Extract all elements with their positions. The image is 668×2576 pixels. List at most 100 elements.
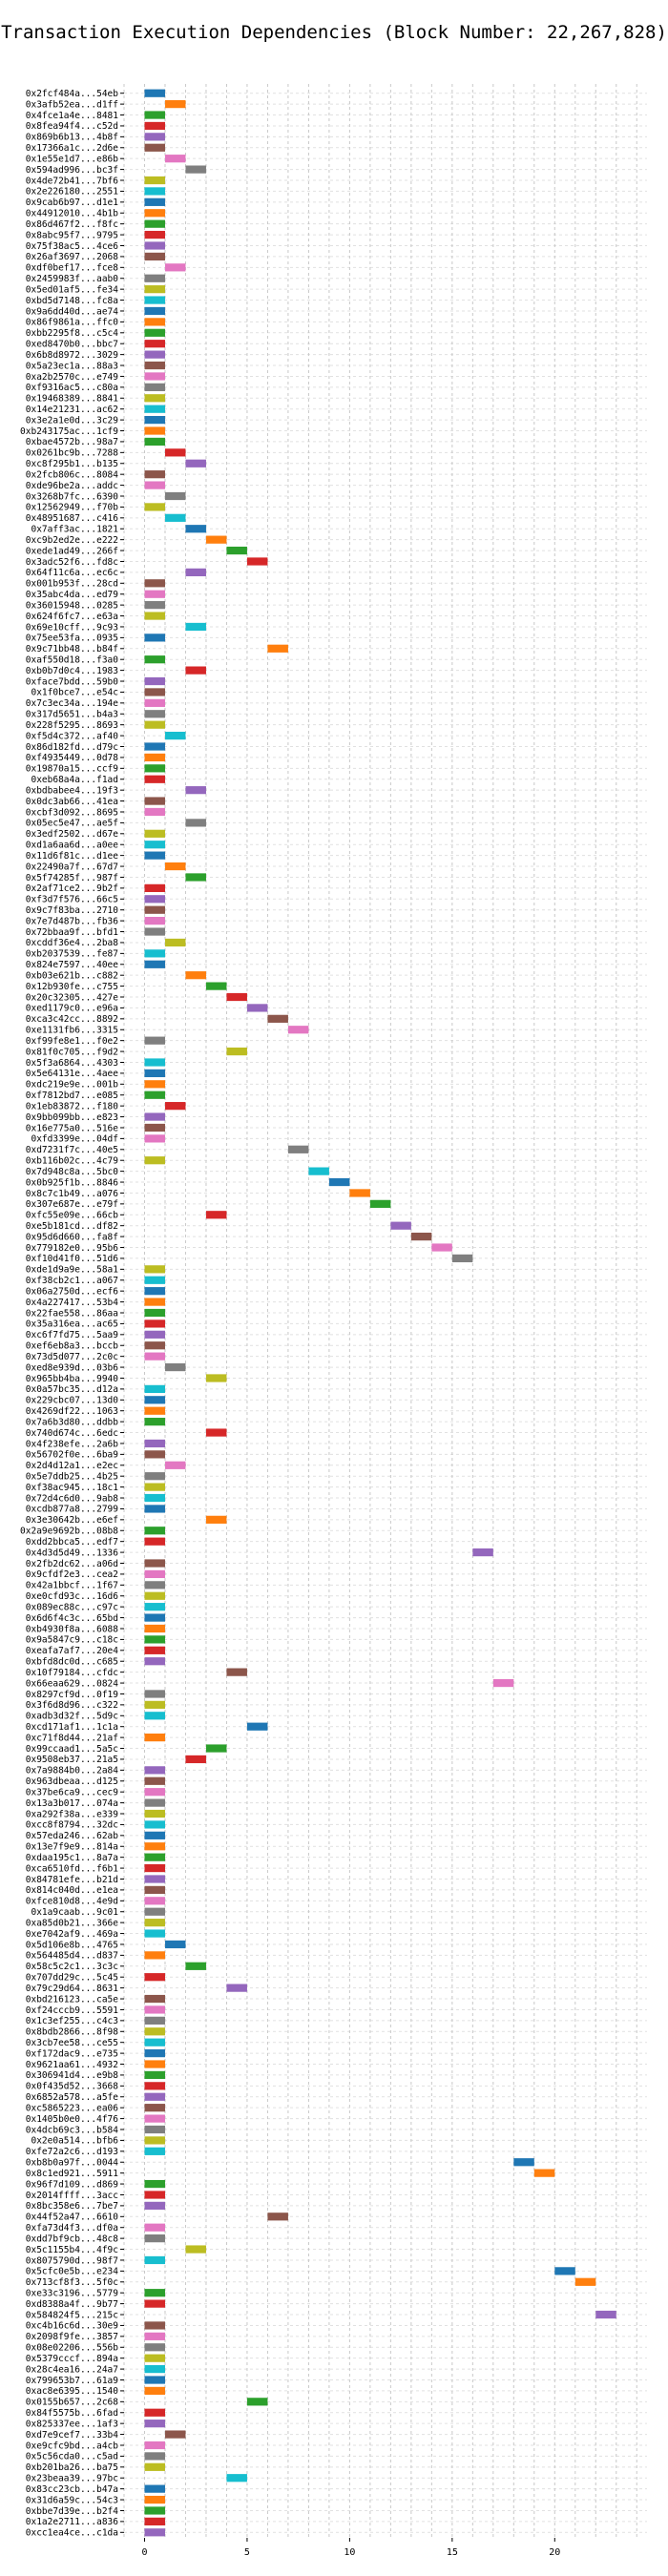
tx-hash-label: 0x307e687e...e79f <box>26 1199 118 1210</box>
tx-execution-bar <box>144 1646 165 1654</box>
tx-execution-bar <box>185 622 206 632</box>
tx-hash-label: 0x4fce1a4e...8481 <box>26 111 119 121</box>
x-tick-label: 20 <box>549 2547 560 2558</box>
tx-hash-label: 0xf10d41f0...51d6 <box>26 1254 119 1264</box>
tx-hash-label: 0x13e7f9e9...814a <box>26 1842 118 1853</box>
tx-execution-bar <box>144 960 165 968</box>
tx-hash-label: 0x707dd29c...5c45 <box>26 1973 118 1984</box>
tx-hash-label: 0xed8470b0...bbc7 <box>26 340 118 350</box>
tx-execution-bar <box>144 851 165 860</box>
tx-hash-label: 0x3e30642b...e6ef <box>26 1515 118 1526</box>
tx-hash-label: 0xa85d0b21...366e <box>26 1918 119 1928</box>
tx-hash-label: 0xa292f38a...e339 <box>26 1809 119 1819</box>
tx-hash-label: 0xb243175ac...1cf9 <box>20 426 118 437</box>
tx-execution-bar <box>144 1406 165 1415</box>
tx-hash-label: 0x317d5651...b4a3 <box>26 710 118 720</box>
tx-hash-label: 0xcc8f8794...32dc <box>26 1820 118 1831</box>
tx-execution-bar <box>144 841 165 849</box>
tx-execution-bar <box>144 274 165 282</box>
tx-execution-bar <box>144 2060 165 2068</box>
tx-hash-label: 0x0261bc9b...7288 <box>26 448 119 459</box>
tx-hash-label: 0xf7812bd7...e085 <box>26 1091 118 1101</box>
tx-hash-label: 0x594ad996...bc3f <box>26 165 118 176</box>
tx-hash-label: 0x9bb099bb...e823 <box>26 1112 118 1123</box>
tx-hash-label: 0xed1179c0...e96a <box>26 1004 118 1014</box>
tx-execution-bar <box>144 2495 165 2504</box>
tx-hash-label: 0xc71f8d44...21af <box>26 1733 118 1743</box>
tx-hash-label: 0xb201ba26...ba75 <box>26 2462 118 2473</box>
tx-execution-bar <box>226 546 247 555</box>
tx-execution-bar <box>164 155 186 163</box>
tx-execution-bar <box>144 1450 165 1459</box>
tx-execution-bar <box>144 1897 165 1905</box>
tx-hash-label: 0xf4935449...0d78 <box>26 753 119 763</box>
tx-execution-bar <box>164 862 186 871</box>
tx-hash-label: 0x13a3b017...074a <box>26 1798 118 1809</box>
tx-execution-bar <box>144 895 165 904</box>
tx-execution-bar <box>144 1809 165 1818</box>
tx-execution-bar <box>144 1112 165 1121</box>
tx-execution-bar <box>144 1712 165 1720</box>
tx-hash-label: 0x44f52a47...6610 <box>26 2212 119 2223</box>
tx-execution-bar <box>164 1461 186 1469</box>
tx-hash-label: 0x740d674c...6edc <box>26 1428 118 1439</box>
tx-hash-label: 0x7e7d487b...fb36 <box>26 916 119 926</box>
tx-execution-bar <box>144 601 165 610</box>
tx-execution-bar <box>144 383 165 391</box>
tx-execution-bar <box>144 1929 165 1938</box>
tx-execution-bar <box>185 873 206 882</box>
tx-execution-bar <box>144 2070 165 2080</box>
tx-execution-bar <box>185 459 206 467</box>
tx-hash-label: 0xd8388a4f...9b77 <box>26 2299 118 2310</box>
tx-hash-label: 0x8297cf9d...0f19 <box>26 1690 119 1700</box>
tx-hash-label: 0xb4930f8a...6088 <box>26 1624 119 1634</box>
tx-hash-label: 0xf9316ac5...c80a <box>26 383 118 393</box>
tx-hash-label: 0x57eda246...62ab <box>26 1831 119 1841</box>
tx-hash-label: 0x5f74285f...987f <box>26 873 118 883</box>
tx-hash-label: 0x825337ee...1af3 <box>26 2419 118 2429</box>
tx-execution-bar <box>185 971 206 980</box>
tx-hash-label: 0x8c1ed921...5911 <box>26 2169 119 2179</box>
tx-hash-label: 0x72d4c6d0...9ab8 <box>26 1493 119 1504</box>
tx-hash-label: 0xc4b16c6d...30e9 <box>26 2321 119 2332</box>
tx-execution-bar <box>144 1700 165 1709</box>
tx-execution-bar <box>164 448 186 457</box>
tx-hash-label: 0x3f6d8d96...c322 <box>26 1700 118 1711</box>
tx-hash-label: 0x69e10cff...9c93 <box>26 622 118 633</box>
tx-hash-label: 0xfe72a2c6...d193 <box>26 2147 118 2157</box>
tx-hash-label: 0x96f7d109...d869 <box>26 2179 119 2190</box>
tx-execution-bar <box>328 1177 350 1187</box>
tx-execution-bar <box>144 1657 165 1666</box>
x-tick-label: 10 <box>344 2547 355 2558</box>
tx-hash-label: 0xe1131fb6...3315 <box>26 1026 118 1036</box>
tx-execution-bar <box>144 1690 165 1698</box>
tx-execution-bar <box>144 1734 165 1742</box>
tx-execution-bar <box>144 634 165 642</box>
tx-hash-label: 0x31d6a59c...54c3 <box>26 2495 118 2505</box>
tx-execution-bar <box>144 1853 165 1861</box>
tx-hash-label: 0x824e7597...40ee <box>26 960 119 970</box>
tx-execution-bar <box>226 992 247 1002</box>
tx-execution-bar <box>595 2310 616 2319</box>
y-tick-labels: 0x2fcf484a...54eb0x3afb52ea...d1ff0x4fce… <box>20 89 118 2539</box>
tx-hash-label: 0x1a2e2711...a836 <box>26 2517 119 2527</box>
tx-execution-bar <box>144 340 165 348</box>
tx-hash-label: 0x8abc95f7...9795 <box>26 230 118 240</box>
tx-hash-label: 0x5f3a6864...4303 <box>26 1058 118 1069</box>
tx-execution-bar <box>144 1885 165 1895</box>
tx-execution-bar <box>410 1232 432 1241</box>
tx-hash-label: 0x8c7c1b49...a076 <box>26 1189 119 1199</box>
tx-execution-bar <box>144 328 165 337</box>
tx-execution-bar <box>185 165 206 174</box>
tx-hash-label: 0x19468389...8841 <box>26 394 119 405</box>
tx-hash-label: 0x584824f5...215c <box>26 2310 118 2320</box>
tx-execution-bar <box>164 100 186 109</box>
tx-hash-label: 0x35a316ea...ac65 <box>26 1319 118 1330</box>
tx-execution-bar <box>144 2092 165 2101</box>
tx-execution-bar <box>144 296 165 304</box>
tx-hash-label: 0xc5865223...ea06 <box>26 2103 119 2113</box>
tx-hash-label: 0x963dbeaa...d125 <box>26 1776 118 1787</box>
tx-hash-label: 0xeb68a4a...f1ad <box>31 775 118 785</box>
tx-execution-bar <box>205 535 227 544</box>
tx-execution-bar <box>287 1145 309 1153</box>
